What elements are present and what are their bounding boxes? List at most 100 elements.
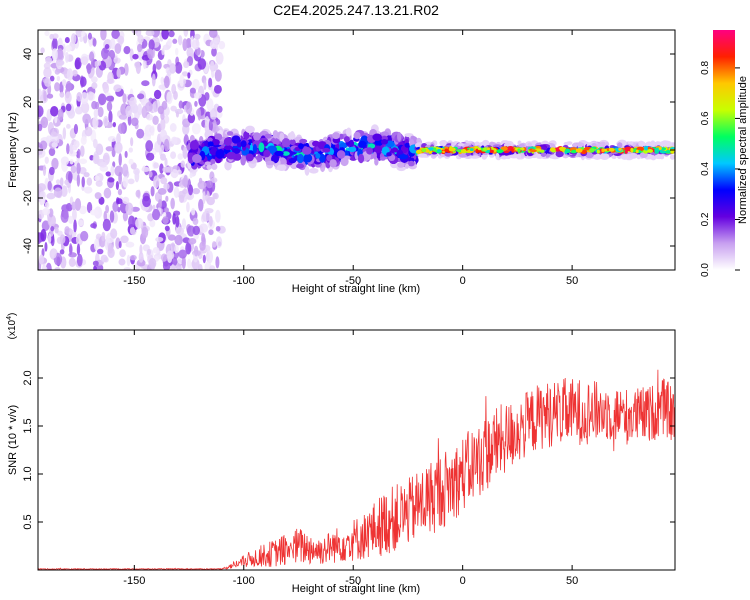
spectrogram-cell [391,147,399,153]
spectrogram-cell [187,258,192,269]
spectrogram-cell [98,93,107,106]
spectrogram-cell [572,142,578,148]
spectrogram-cell [54,226,59,234]
spectrogram-cell [117,35,125,45]
spectrogram-cell [125,105,132,118]
spectrogram-cell [374,145,383,154]
spectrogram-cell [76,162,81,175]
spectrogram-cell [80,76,87,87]
spectrogram-cell [38,105,44,118]
spectrogram-cell [169,123,177,132]
spectrogram-cell [47,214,56,227]
spectrogram-cell [288,157,297,164]
spectrogram-cell [80,56,89,65]
spectrogram-cell [591,143,597,147]
spectrogram-cell [209,108,218,120]
spectrogram-cell [103,82,110,94]
spectrogram-cell [444,148,449,153]
spectrogram-cell [240,155,246,166]
spectrogram-cell [345,127,352,137]
spectrogram-cell [78,158,88,165]
spectrogram-cell [386,152,392,157]
spectrogram-cell [100,254,108,263]
spectrogram-cell [47,233,52,244]
spectrogram-cell [119,249,126,258]
spectrogram-cell [659,154,665,160]
spectrogram-cell [128,96,137,107]
spectrogram-cell [160,117,166,131]
spectrogram-cell [643,145,649,151]
spectrogram-cell [611,155,617,160]
spectrogram-cell [165,195,169,202]
spectrogram-cell [448,147,456,152]
spectrogram-cell [141,80,150,87]
spectrogram-cell [135,189,141,198]
spectrogram-cell [211,241,217,248]
spectrogram-cell [231,135,241,144]
colorbar-tick-label: 0.4 [700,162,711,176]
spectrogram-cell [93,109,99,118]
spectrogram-cell [596,149,600,154]
spectrogram-cell [49,33,55,40]
spectrogram-cell [59,177,64,187]
spectrogram-cell [204,91,210,101]
spectrogram-cell [160,253,168,262]
spectrogram-cell [117,123,126,134]
chart-title: C2E4.2025.247.13.21.R02 [273,2,439,18]
spectrogram-cell [192,217,199,226]
spectrogram-cell [191,123,201,135]
spectrogram-cell [127,178,135,185]
spectrogram-cell [134,169,140,183]
spectrogram-cell [347,146,357,152]
spectrogram-cell [136,259,146,267]
spectrogram-cell [164,157,168,167]
spectrogram-cell [89,51,95,62]
spectrogram-cell [70,33,77,45]
spectrogram-cell [122,196,130,205]
spectrogram-cell [57,108,64,121]
spectrogram-cell [122,176,129,188]
spectrogram-cell [48,166,55,176]
spectrogram-cell [80,30,86,37]
spectrogram-cell [74,198,82,211]
spectrogram-cell [151,73,156,87]
x-tick-label: 50 [566,575,578,587]
spectrogram-cell [189,140,199,150]
x-tick-label: -100 [233,575,255,587]
spectrogram-cell [357,153,365,164]
spectrogram-cell [153,89,162,100]
spectrogram-cell [66,68,74,81]
spectrogram-cell [630,147,634,153]
spectrogram-cell [469,155,480,159]
spectrogram-cell [198,198,204,212]
spectrogram-cell [66,143,70,155]
spectrogram-cell [465,152,472,156]
spectrogram-cell [65,80,72,92]
spectrogram-cell [118,240,122,249]
spectrogram-cell [64,51,69,63]
spectrogram-cell [47,121,55,135]
spectrogram-cell [122,211,128,222]
spectrogram-cell [47,180,52,191]
spectrogram-cell [527,142,533,147]
spectrogram-cell [43,67,52,79]
spectrogram-cell [174,47,179,56]
y-tick-label: 1.0 [22,466,34,481]
spectrogram-cell [289,139,296,146]
spectrogram-cell [212,119,217,132]
spectrogram-cell [114,43,122,54]
snr-x-label: Height of straight line (km) [292,583,420,595]
spectrogram-cell [160,177,168,185]
spectrogram-cell [171,136,178,145]
spectrogram-cell [215,149,225,159]
spectrogram-cell [54,267,61,270]
spectrogram-cell [296,153,304,164]
x-tick-label: -150 [123,275,145,287]
spectrogram-cell [72,69,78,77]
spectrogram-cell [146,152,155,161]
spectrogram-cell [608,147,615,152]
spectrogram-cell [126,254,131,267]
spectrogram-cell [510,148,514,152]
spectrogram-cell [173,186,180,198]
spectrogram-cell [107,242,114,254]
